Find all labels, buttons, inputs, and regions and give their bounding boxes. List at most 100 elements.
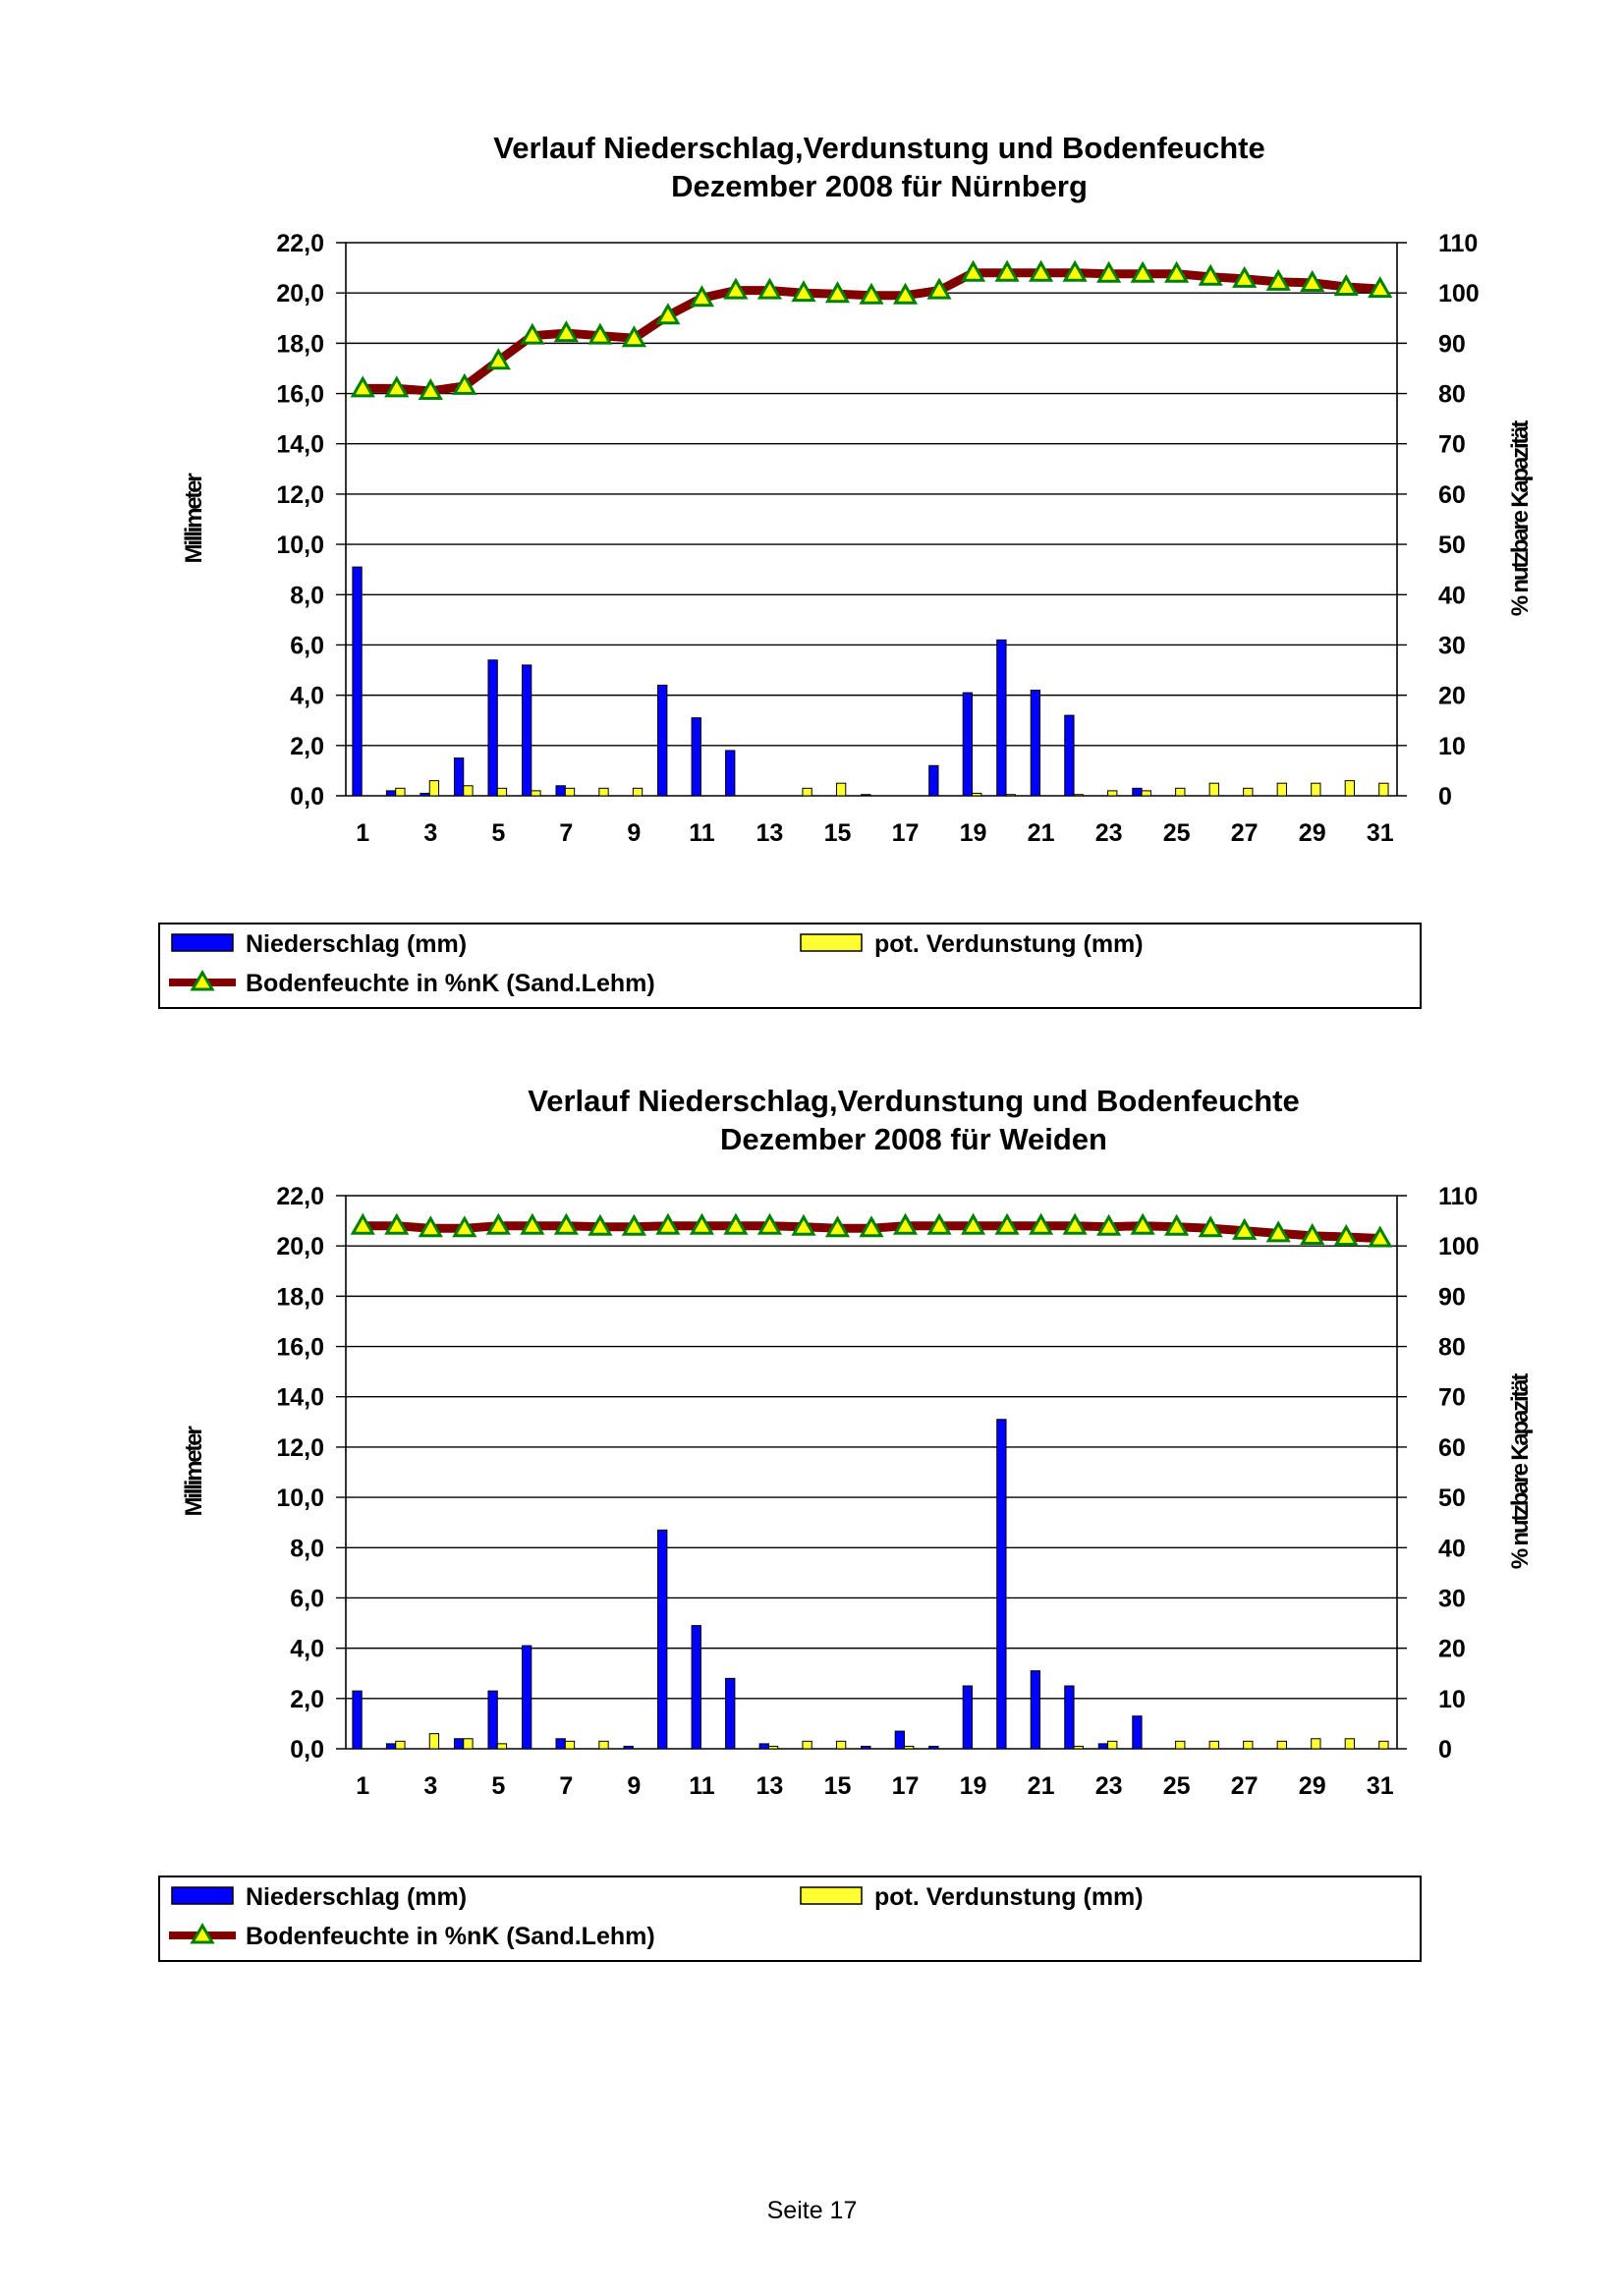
y2-tick-label: 20	[1438, 683, 1466, 710]
evap-bar	[598, 787, 609, 797]
soil-moisture-marker	[1333, 274, 1359, 297]
y2-tick-label: 90	[1438, 1283, 1466, 1311]
y2-tick-label: 100	[1438, 280, 1480, 308]
y2-tick-label: 10	[1438, 1686, 1466, 1713]
soil-moisture-marker	[791, 1213, 816, 1236]
y-axis-title: Millimeter	[181, 474, 207, 564]
x-tick-label: 19	[960, 819, 987, 847]
evap-bar	[802, 787, 812, 797]
y2-tick-label: 70	[1438, 431, 1466, 459]
evap-bar	[1208, 1740, 1219, 1750]
soil-moisture-marker	[384, 1212, 410, 1235]
precip-bar	[725, 1677, 736, 1750]
chart-title: Verlauf Niederschlag,Verdunstung und Bod…	[528, 1084, 1299, 1118]
soil-moisture-marker	[723, 1212, 749, 1235]
x-tick-label: 29	[1299, 1772, 1326, 1800]
y-tick-label: 6,0	[290, 632, 324, 659]
precip-bar	[420, 792, 430, 797]
x-tick-label: 9	[627, 819, 641, 847]
soil-moisture-marker	[588, 322, 613, 345]
precip-bar	[453, 1738, 465, 1750]
x-tick-label: 17	[892, 819, 920, 847]
soil-moisture-marker	[1232, 1217, 1258, 1240]
precip-bar	[962, 692, 974, 797]
soil-moisture-marker	[1062, 259, 1088, 282]
precip-bar	[555, 785, 566, 797]
soil-moisture-marker	[1096, 260, 1122, 283]
soil-moisture-marker	[1300, 269, 1325, 292]
page-footer: Seite 17	[766, 2197, 858, 2224]
evap-bar	[802, 1740, 812, 1750]
precip-bar	[453, 757, 465, 797]
y-tick-label: 22,0	[276, 230, 324, 257]
evap-bar	[428, 780, 440, 797]
soil-moisture-marker	[926, 277, 952, 300]
evap-bar	[1311, 782, 1321, 797]
y-axis-title: Millimeter	[181, 1427, 207, 1517]
y-tick-label: 16,0	[276, 381, 324, 409]
soil-moisture-marker	[485, 1212, 511, 1235]
legend-soil-label: Bodenfeuchte in %nK (Sand.Lehm)	[246, 1923, 655, 1950]
soil-moisture-marker	[553, 320, 579, 343]
soil-moisture-marker	[1096, 1213, 1122, 1236]
precip-bar	[487, 1690, 498, 1750]
evap-bar	[972, 792, 982, 797]
evap-bar	[1243, 787, 1254, 797]
evap-bar	[1378, 1740, 1389, 1750]
y-tick-label: 6,0	[290, 1585, 324, 1612]
legend-precip-swatch	[171, 933, 234, 952]
x-tick-label: 3	[423, 819, 437, 847]
soil-moisture-marker	[859, 1215, 884, 1238]
precip-bar	[1064, 1685, 1075, 1750]
soil-moisture-marker	[588, 1213, 613, 1236]
evap-bar	[1276, 1740, 1287, 1750]
soil-moisture-marker	[553, 1212, 579, 1235]
x-tick-label: 23	[1095, 819, 1123, 847]
precip-bar	[657, 1529, 668, 1750]
x-tick-label: 9	[627, 1772, 641, 1800]
precip-bar	[996, 1419, 1007, 1750]
chart-subtitle: Dezember 2008 für Weiden	[720, 1122, 1107, 1156]
soil-moisture-marker	[1368, 1225, 1393, 1248]
y-tick-label: 8,0	[290, 1535, 324, 1562]
y-tick-label: 18,0	[276, 330, 324, 358]
y2-tick-label: 30	[1438, 1585, 1466, 1612]
precip-bar	[385, 1743, 397, 1750]
soil-moisture-marker	[520, 1212, 545, 1235]
y2-tick-label: 0	[1438, 1736, 1452, 1764]
legend-box	[158, 1876, 1422, 1962]
precip-bar	[962, 1685, 974, 1750]
evap-bar	[1175, 1740, 1186, 1750]
legend-evap-swatch	[800, 1886, 863, 1905]
evap-bar	[564, 787, 576, 797]
x-tick-label: 23	[1095, 1772, 1123, 1800]
soil-moisture-marker	[350, 1212, 375, 1235]
soil-moisture-marker	[723, 277, 749, 300]
y-tick-label: 12,0	[276, 481, 324, 509]
evap-bar	[1378, 782, 1389, 797]
y-tick-label: 20,0	[276, 1233, 324, 1260]
y-tick-label: 22,0	[276, 1183, 324, 1210]
evap-bar	[564, 1740, 576, 1750]
y2-tick-label: 50	[1438, 1484, 1466, 1512]
x-tick-label: 25	[1163, 819, 1191, 847]
y-tick-label: 2,0	[290, 733, 324, 760]
precip-bar	[385, 790, 397, 797]
chart-title: Verlauf Niederschlag,Verdunstung und Bod…	[493, 131, 1264, 165]
precip-bar	[861, 794, 871, 797]
x-tick-label: 13	[756, 1772, 784, 1800]
evap-bar	[395, 1740, 406, 1750]
soil-moisture-marker	[1028, 259, 1054, 282]
soil-moisture-marker	[756, 1212, 783, 1235]
soil-moisture-marker	[655, 1212, 681, 1235]
precip-bar	[1132, 1715, 1143, 1750]
x-tick-label: 25	[1163, 1772, 1191, 1800]
soil-moisture-marker	[1164, 1213, 1190, 1236]
precip-bar	[521, 664, 532, 797]
y-tick-label: 12,0	[276, 1434, 324, 1462]
precip-bar	[555, 1738, 566, 1750]
x-tick-label: 13	[756, 819, 784, 847]
legend-soil-marker	[190, 970, 215, 991]
y-tick-label: 0,0	[290, 783, 324, 811]
soil-moisture-marker	[621, 1213, 646, 1236]
